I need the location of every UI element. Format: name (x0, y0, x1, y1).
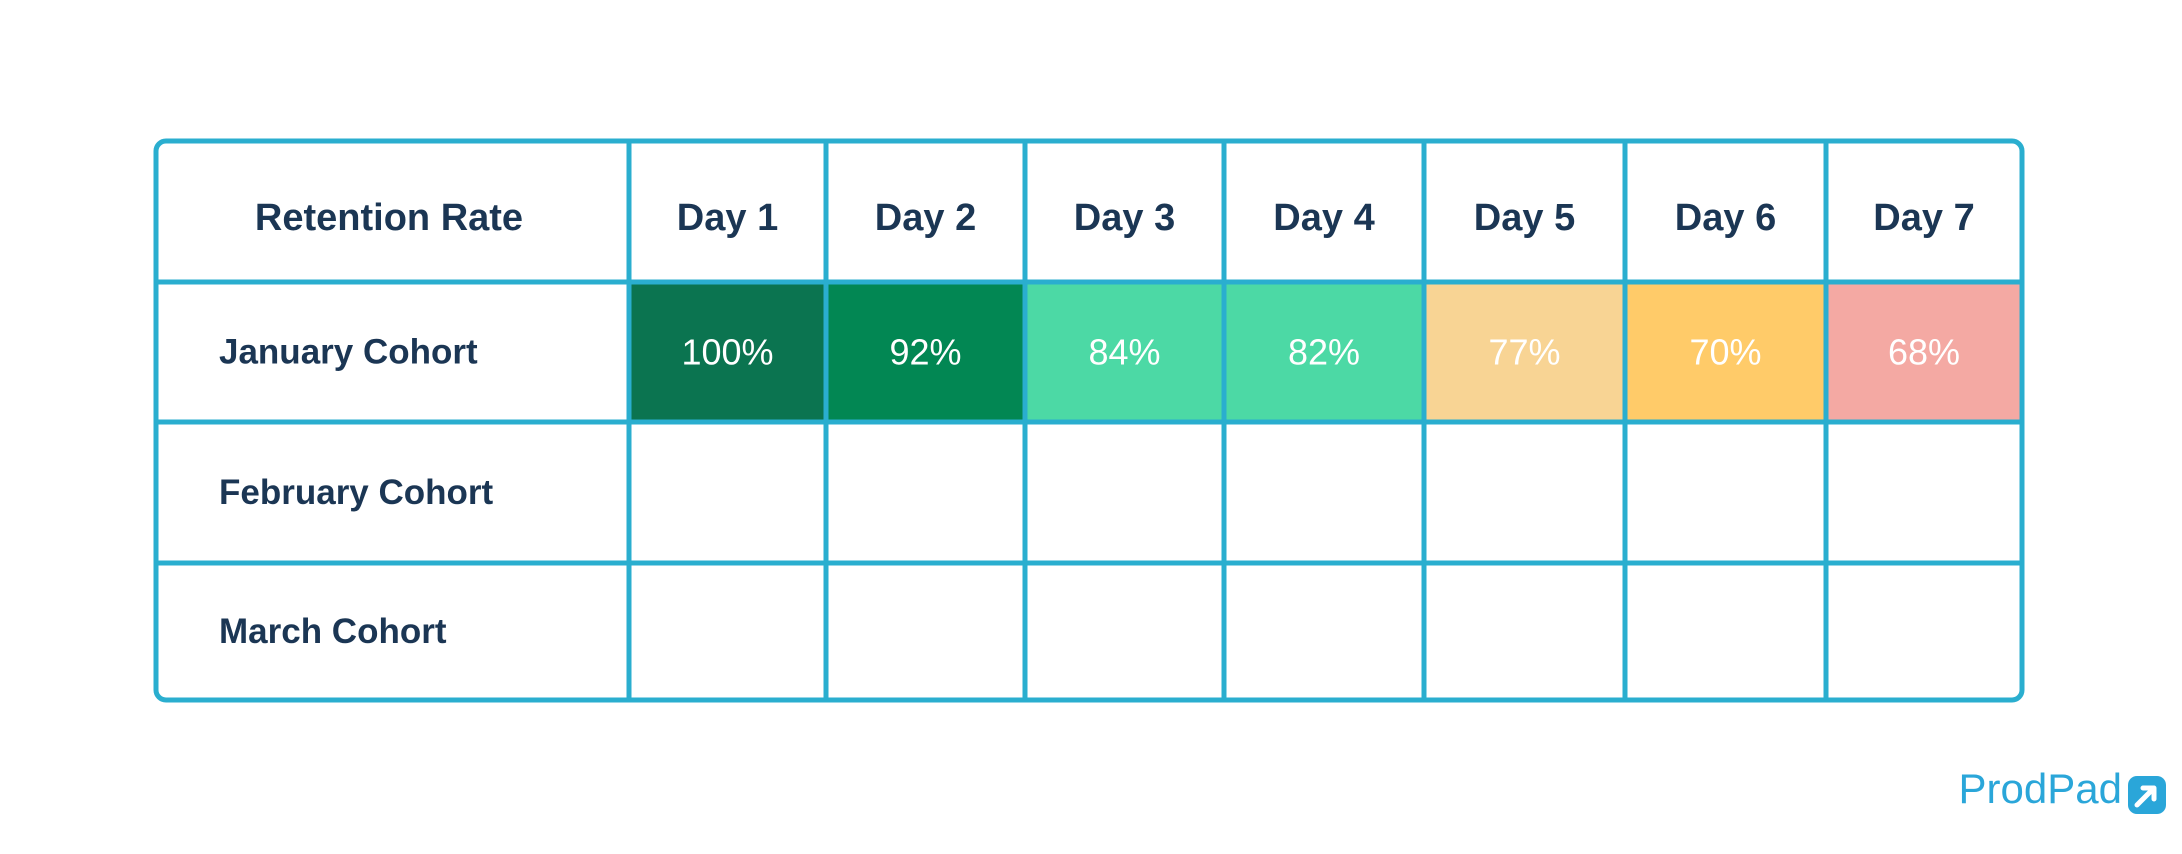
heatmap-cell (1424, 282, 1625, 422)
row-header: March Cohort (219, 612, 447, 651)
heatmap-cell (1826, 282, 2022, 422)
corner-label: Retention Rate (255, 197, 523, 239)
column-header: Day 5 (1474, 197, 1575, 239)
cell-value-label: 77% (1488, 332, 1560, 373)
table-border (153, 138, 2025, 703)
column-header: Day 3 (1074, 197, 1175, 239)
row-header: February Cohort (219, 473, 494, 512)
row-headers: January Cohort February Cohort March Cohor… (219, 333, 494, 652)
column-header: Day 6 (1675, 197, 1776, 239)
heatmap-cell (826, 282, 1025, 422)
cell-value-label: 84% (1088, 332, 1160, 373)
heatmap-cell (1625, 282, 1826, 422)
column-headers: Day 1 Day 2 Day 3 Day 4 Day 5 Day 6 Day 7 (677, 197, 1975, 239)
column-header: Day 7 (1873, 197, 1974, 239)
cell-value-label: 68% (1888, 332, 1960, 373)
cell-value-label: 100% (681, 332, 773, 373)
prodpad-logo-icon (2128, 776, 2166, 814)
heatmap-cell (1224, 282, 1424, 422)
heatmap-cell (1025, 282, 1224, 422)
cell-value-label: 82% (1288, 332, 1360, 373)
cell-value-labels: 100% 92% 84% 82% 77% 70% 68% (681, 332, 1960, 373)
table-grid (153, 138, 2025, 703)
column-header: Day 1 (677, 197, 778, 239)
cell-value-label: 70% (1689, 332, 1761, 373)
cell-value-label: 92% (889, 332, 961, 373)
column-header: Day 2 (875, 197, 976, 239)
column-header: Day 4 (1273, 197, 1374, 239)
brand-name: ProdPad (1959, 765, 2122, 812)
heatmap-cell (629, 282, 826, 422)
heatmap-cells (629, 282, 2022, 422)
brand-logo: ProdPad (1959, 765, 2166, 814)
row-header: January Cohort (219, 333, 478, 372)
